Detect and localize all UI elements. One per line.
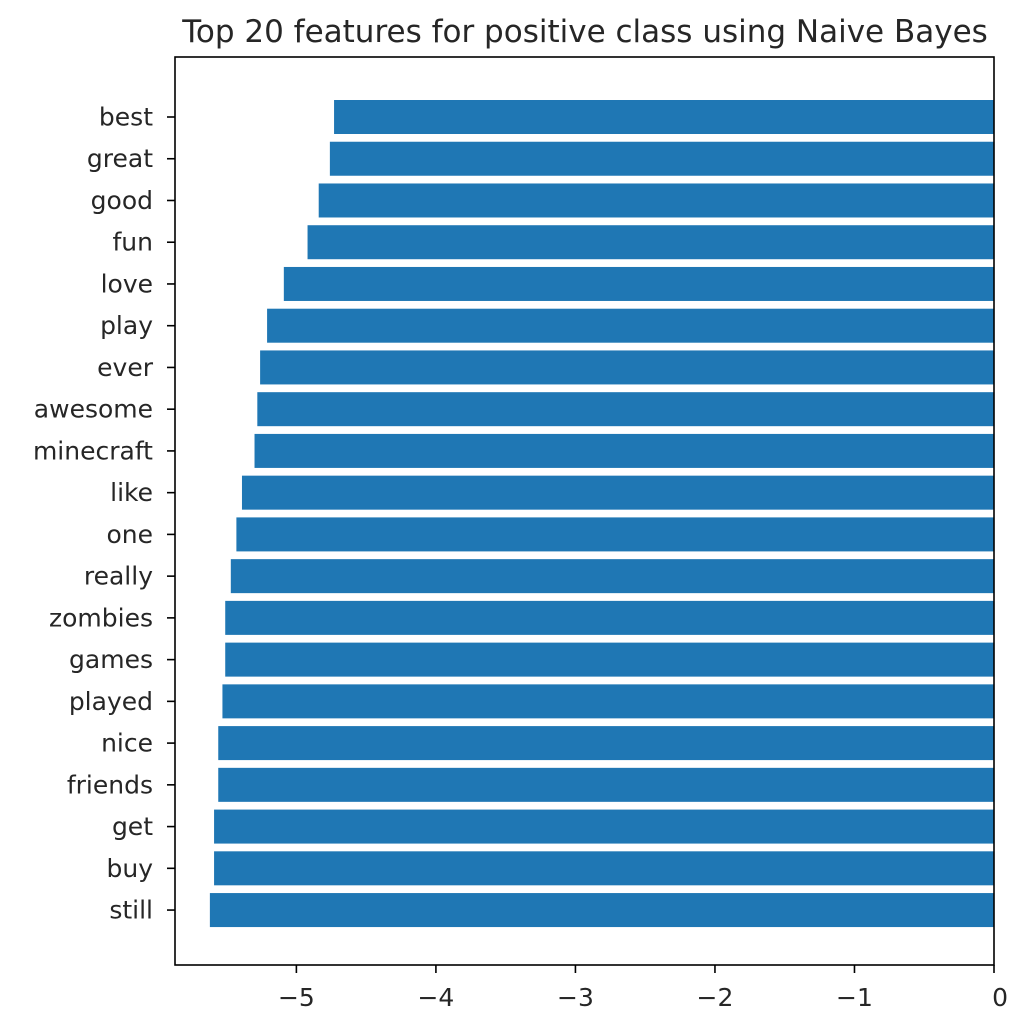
bar-played	[222, 684, 995, 719]
bar-like	[241, 475, 994, 510]
chart-title: Top 20 features for positive class using…	[181, 14, 988, 50]
y-tick-label-like: like	[110, 478, 153, 507]
y-tick-label-best: best	[99, 103, 153, 132]
bar-fun	[307, 225, 994, 260]
y-tick-label-awesome: awesome	[34, 395, 153, 424]
bar-awesome	[257, 392, 994, 427]
y-tick-label-games: games	[69, 645, 153, 674]
bar-play	[267, 308, 994, 343]
x-tick-label: −2	[697, 983, 734, 1011]
plot-frame	[174, 56, 995, 966]
y-tick-label-get: get	[112, 812, 153, 841]
y-tick-label-friends: friends	[67, 770, 153, 799]
y-tick-label-great: great	[87, 144, 153, 173]
y-tick-label-love: love	[101, 269, 153, 298]
x-tick-label: 0	[992, 983, 1008, 1011]
y-axis: best great good fun love play ever awesome minec…	[33, 103, 175, 925]
y-tick-label-nice: nice	[101, 729, 153, 758]
y-tick-label-really: really	[84, 562, 153, 591]
y-tick-label-minecraft: minecraft	[33, 436, 153, 465]
bars-layer	[209, 100, 995, 928]
bar-ever	[260, 350, 995, 385]
x-axis: −5 −4 −3 −2 −1 0	[278, 965, 1008, 1012]
bar-minecraft	[254, 433, 995, 468]
y-tick-label-buy: buy	[106, 854, 153, 883]
bar-nice	[218, 726, 994, 761]
bar-really	[230, 559, 994, 594]
bar-zombies	[225, 600, 995, 635]
x-tick-label: −1	[836, 983, 873, 1011]
x-tick-label: −4	[417, 983, 454, 1011]
y-tick-label-one: one	[106, 520, 153, 549]
y-tick-label-fun: fun	[113, 228, 154, 257]
bar-friends	[218, 767, 994, 802]
bar-love	[283, 266, 994, 301]
bar-get	[214, 809, 995, 844]
y-tick-label-play: play	[100, 311, 153, 340]
y-tick-label-zombies: zombies	[49, 603, 153, 632]
bar-buy	[214, 851, 995, 886]
bar-great	[329, 141, 995, 176]
y-tick-label-good: good	[91, 186, 153, 215]
y-tick-label-played: played	[69, 687, 153, 716]
bar-best	[334, 100, 994, 134]
bar-games	[225, 642, 995, 677]
x-tick-label: −3	[557, 983, 594, 1011]
bar-good	[318, 183, 994, 218]
bar-still	[209, 893, 995, 928]
y-tick-label-still: still	[109, 896, 153, 925]
bar-one	[236, 517, 994, 552]
x-tick-label: −5	[278, 983, 315, 1011]
y-tick-label-ever: ever	[97, 353, 154, 382]
